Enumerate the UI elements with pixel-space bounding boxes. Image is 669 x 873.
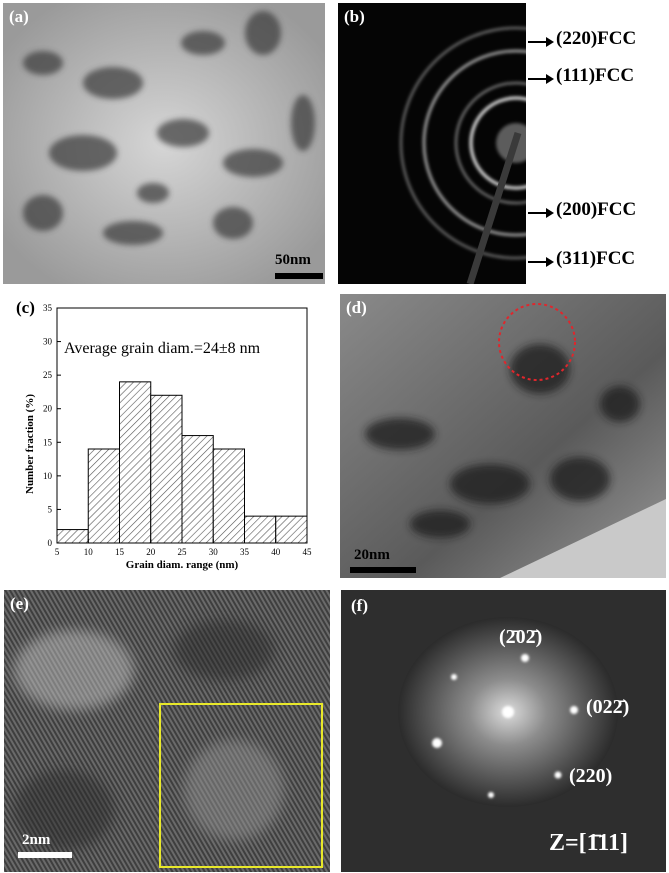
x-tick-label: 5 [55, 547, 60, 557]
grain-size-histogram: Average grain diam.=24±8 nm Number fract… [24, 303, 313, 571]
ring-label-111: (111)FCC [556, 65, 635, 86]
panel-label-d: (d) [346, 298, 367, 317]
highlight-box [159, 703, 323, 868]
panel-label-e: (e) [10, 594, 29, 613]
histogram-bar [275, 515, 308, 544]
scale-text-d: 20nm [354, 547, 390, 563]
panel-label-f: (f) [351, 596, 368, 615]
arrow-111 [528, 74, 554, 84]
spot-label-022: (022̄) [586, 696, 630, 718]
histogram-bar [181, 435, 214, 544]
tem-micrograph-a [3, 3, 325, 284]
y-tick-label: 10 [43, 471, 53, 481]
y-tick-label: 15 [43, 437, 53, 447]
spot-label-202: (2̄02̄) [499, 626, 543, 648]
panel-label-c: (c) [16, 298, 35, 317]
histogram-bar [56, 529, 89, 544]
scale-text-a: 50nm [275, 252, 311, 268]
x-tick-label: 20 [146, 547, 156, 557]
x-tick-label: 40 [271, 547, 281, 557]
y-tick-label: 35 [43, 303, 53, 313]
x-tick-label: 10 [84, 547, 94, 557]
fft-pattern [341, 590, 666, 872]
histogram-bar [119, 381, 152, 544]
x-tick-label: 25 [178, 547, 188, 557]
arrow-200 [528, 208, 554, 218]
x-tick-label: 30 [209, 547, 219, 557]
scale-text-e: 2nm [22, 832, 51, 848]
panel-label-a: (a) [9, 7, 29, 26]
diffraction-rings [400, 27, 526, 284]
panel-e-hrtem-image: (e) 2nm [4, 590, 330, 872]
y-tick-label: 20 [43, 404, 53, 414]
histogram-bar [87, 448, 120, 544]
y-tick-label: 0 [48, 538, 53, 548]
ring-label-311: (311)FCC [556, 248, 636, 269]
hrtem-lattice-image [4, 590, 330, 872]
x-tick-label: 15 [115, 547, 125, 557]
x-tick-label: 45 [303, 547, 313, 557]
panel-f-fft: (f) (2̄02̄) (022̄) (220) Z=[1̄11] [341, 590, 666, 872]
histogram-bar [244, 515, 277, 544]
ring-label-220: (220)FCC [556, 28, 637, 49]
y-tick-label: 30 [43, 337, 53, 347]
histogram-bar [150, 394, 183, 544]
x-axis-label: Grain diam. range (nm) [126, 559, 239, 571]
histogram-bar [212, 448, 245, 544]
highlight-circle [498, 303, 576, 381]
ring-label-200: (200)FCC [556, 199, 637, 220]
spot-label-220: (220) [569, 765, 613, 787]
scale-bar-a [275, 273, 323, 279]
panel-c-histogram: (c) Average grain diam.=24±8 nm Number f… [0, 296, 330, 581]
tem-micrograph-d [340, 294, 666, 578]
arrow-220 [528, 37, 554, 47]
chart-annotation: Average grain diam.=24±8 nm [64, 340, 261, 357]
zone-axis-label: Z=[1̄11] [549, 830, 629, 856]
panel-a-tem-image: (a) 50nm [3, 3, 325, 284]
panel-b-saed: (b) [338, 3, 526, 284]
y-tick-label: 25 [43, 370, 53, 380]
scale-bar-d [350, 567, 416, 573]
panel-label-b: (b) [344, 7, 365, 26]
scale-bar-e [18, 852, 72, 858]
arrow-311 [528, 257, 554, 267]
y-tick-label: 5 [48, 504, 53, 514]
x-tick-label: 35 [240, 547, 250, 557]
y-axis-label: Number fraction (%) [24, 394, 36, 494]
panel-d-tem-image: (d) 20nm [340, 294, 666, 578]
